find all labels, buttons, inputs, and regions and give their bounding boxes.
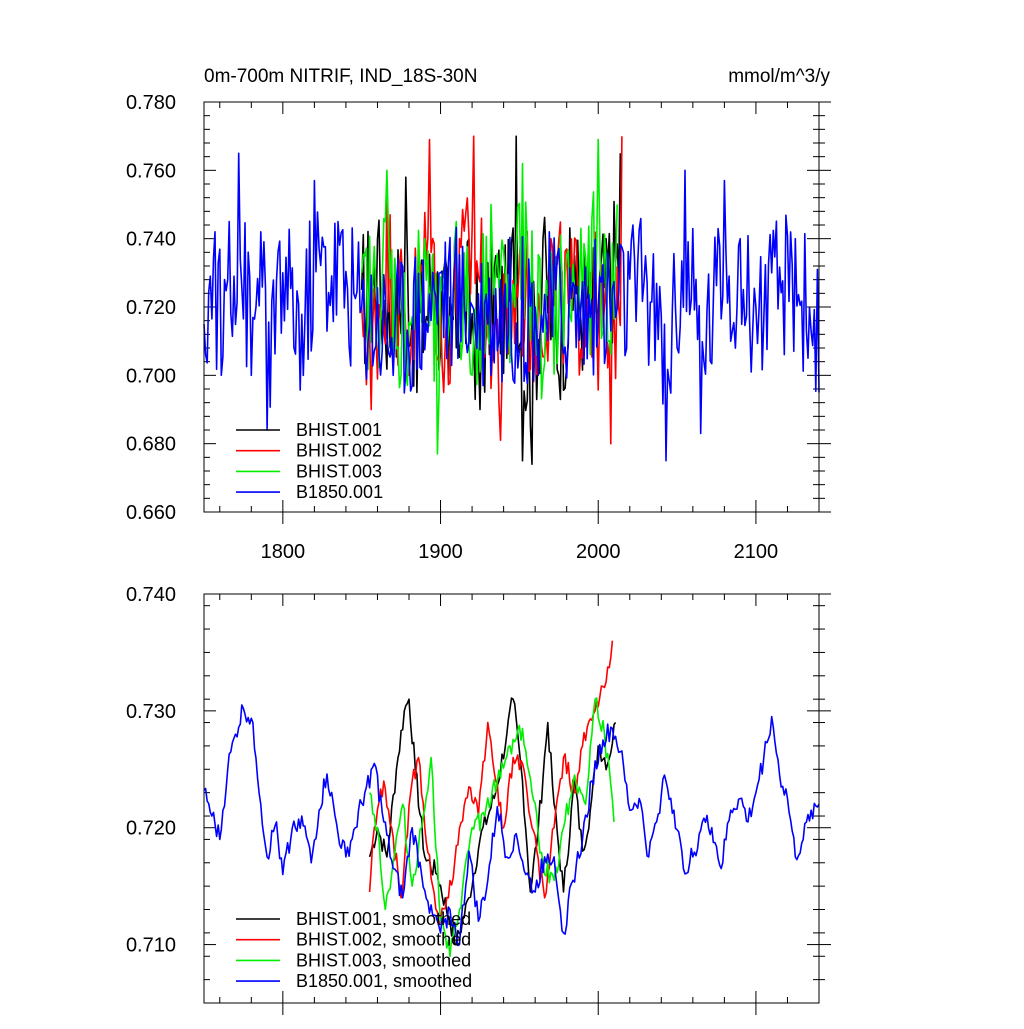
y-tick-label: 0.680	[126, 434, 176, 456]
series-line-b1850-001	[203, 152, 820, 462]
y-tick-label: 0.740	[126, 229, 176, 251]
y-tick-label: 0.780	[126, 92, 176, 114]
y-tick-label: 0.700	[126, 365, 176, 387]
top-plot-frame	[203, 101, 820, 513]
x-tick-label: 2100	[734, 541, 779, 563]
legend-label: BHIST.003, smoothed	[296, 950, 471, 970]
legend-label: BHIST.001	[296, 420, 382, 440]
y-tick-label: 0.720	[126, 297, 176, 319]
top-panel: 0m-700m NITRIF, IND_18S-30N mmol/m^3/y 1…	[126, 66, 831, 563]
bottom-panel: 0.710 0.720 0.730 0.740 BHIST.001, smoothed…	[126, 584, 831, 1015]
series-line-bhist-001-smoothed	[368, 697, 617, 946]
y-tick-label: 0.760	[126, 160, 176, 182]
chart-title: 0m-700m NITRIF, IND_18S-30N	[204, 66, 477, 87]
top-axes: 1800 1900 2000 2100 0.660 0.680 0.700 0.720 0.74…	[126, 92, 831, 563]
legend-label: BHIST.002, smoothed	[296, 930, 471, 950]
legend-label: BHIST.003	[296, 461, 382, 481]
chart-units: mmol/m^3/y	[728, 66, 830, 87]
legend-label: BHIST.001, smoothed	[296, 909, 471, 929]
legend-label: B1850.001	[296, 482, 383, 502]
legend-label: B1850.001, smoothed	[296, 971, 472, 991]
x-tick-label: 1800	[261, 541, 306, 563]
bottom-axes: 0.710 0.720 0.730 0.740	[126, 584, 831, 1015]
series-line-bhist-003-smoothed	[368, 697, 615, 958]
y-tick-label: 0.660	[126, 502, 176, 524]
top-series-group	[203, 135, 820, 466]
legend-label: BHIST.002	[296, 441, 382, 461]
x-tick-label: 1900	[418, 541, 463, 563]
x-tick-label: 2000	[576, 541, 621, 563]
bottom-plot-frame	[203, 593, 820, 1004]
series-line-b1850-001-smoothed	[203, 704, 820, 947]
bottom-series-group	[203, 640, 820, 958]
y-tick-label: 0.710	[126, 935, 176, 957]
y-tick-label: 0.730	[126, 701, 176, 723]
y-tick-label: 0.720	[126, 818, 176, 840]
y-tick-label: 0.740	[126, 584, 176, 606]
